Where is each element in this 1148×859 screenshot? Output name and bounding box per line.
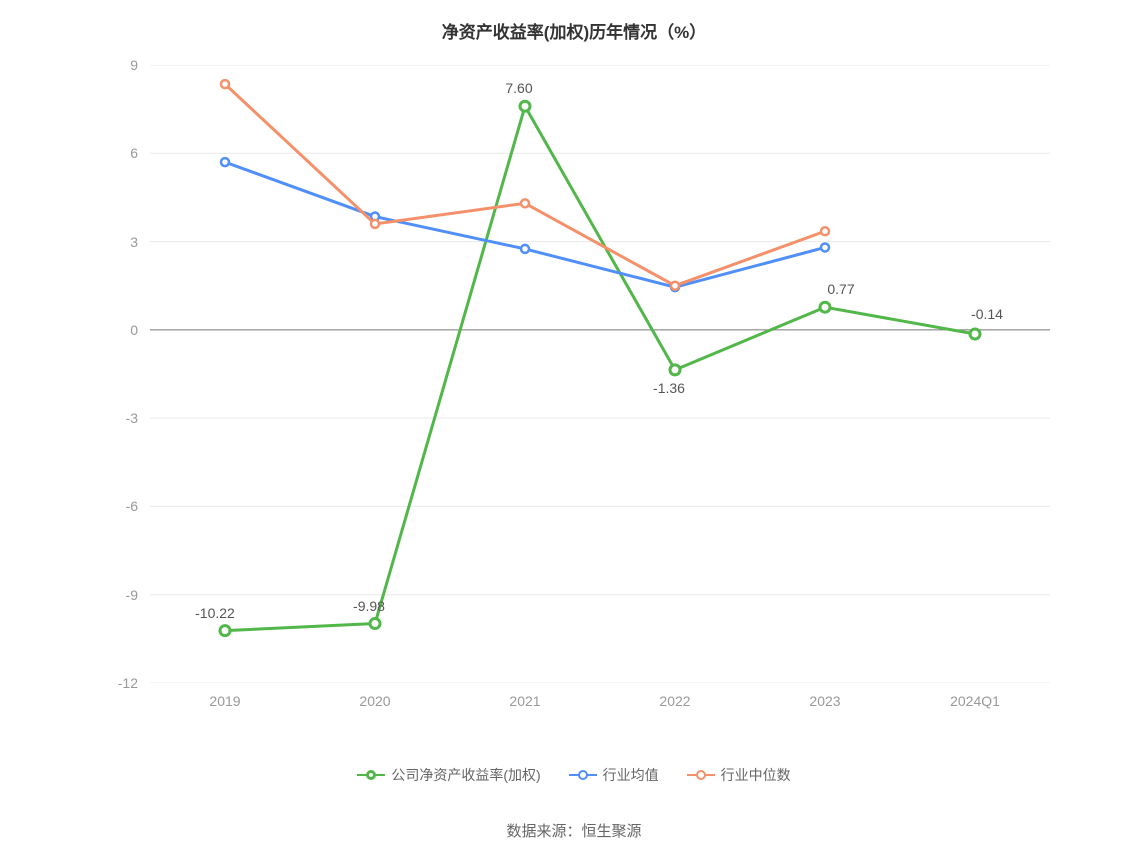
y-tick-label: -12 [118,675,138,691]
y-tick-label: 6 [130,145,138,161]
x-tick-label: 2021 [509,693,540,709]
chart-container: 净资产收益率(加权)历年情况（%） 2019 2020 2021 2022 2023 20… [0,0,1148,859]
legend-item[interactable]: 公司净资产收益率(加权) [357,765,540,785]
y-tick-label: 9 [130,57,138,73]
legend-item[interactable]: 行业中位数 [687,765,791,785]
y-tick-label: 3 [130,234,138,250]
series-data-label: 0.77 [827,281,854,297]
chart-title: 净资产收益率(加权)历年情况（%） [0,0,1148,43]
x-tick-label: 2023 [809,693,840,709]
y-tick-label: -6 [126,498,138,514]
series-data-label: 7.60 [505,80,532,96]
y-tick-label: -9 [126,587,138,603]
x-tick-label: 2020 [359,693,390,709]
series-data-label: -9.98 [353,598,385,614]
legend-item[interactable]: 行业均值 [569,765,659,785]
series-data-label: -0.14 [971,306,1003,322]
legend: 公司净资产收益率(加权) 行业均值 行业中位数 [0,765,1148,785]
series-data-label: -1.36 [653,380,685,396]
series-data-label: -10.22 [195,605,235,621]
y-tick-label: -3 [126,410,138,426]
x-tick-label: 2019 [209,693,240,709]
legend-marker-icon [687,768,715,782]
y-tick-label: 0 [130,322,138,338]
legend-label: 行业均值 [603,765,659,785]
x-tick-label: 2024Q1 [950,693,1000,709]
legend-label: 公司净资产收益率(加权) [391,765,540,785]
legend-marker-icon [569,768,597,782]
legend-marker-icon [357,768,385,782]
legend-label: 行业中位数 [721,765,791,785]
x-tick-label: 2022 [659,693,690,709]
data-source-label: 数据来源：恒生聚源 [0,820,1148,841]
line-chart [150,65,1050,683]
